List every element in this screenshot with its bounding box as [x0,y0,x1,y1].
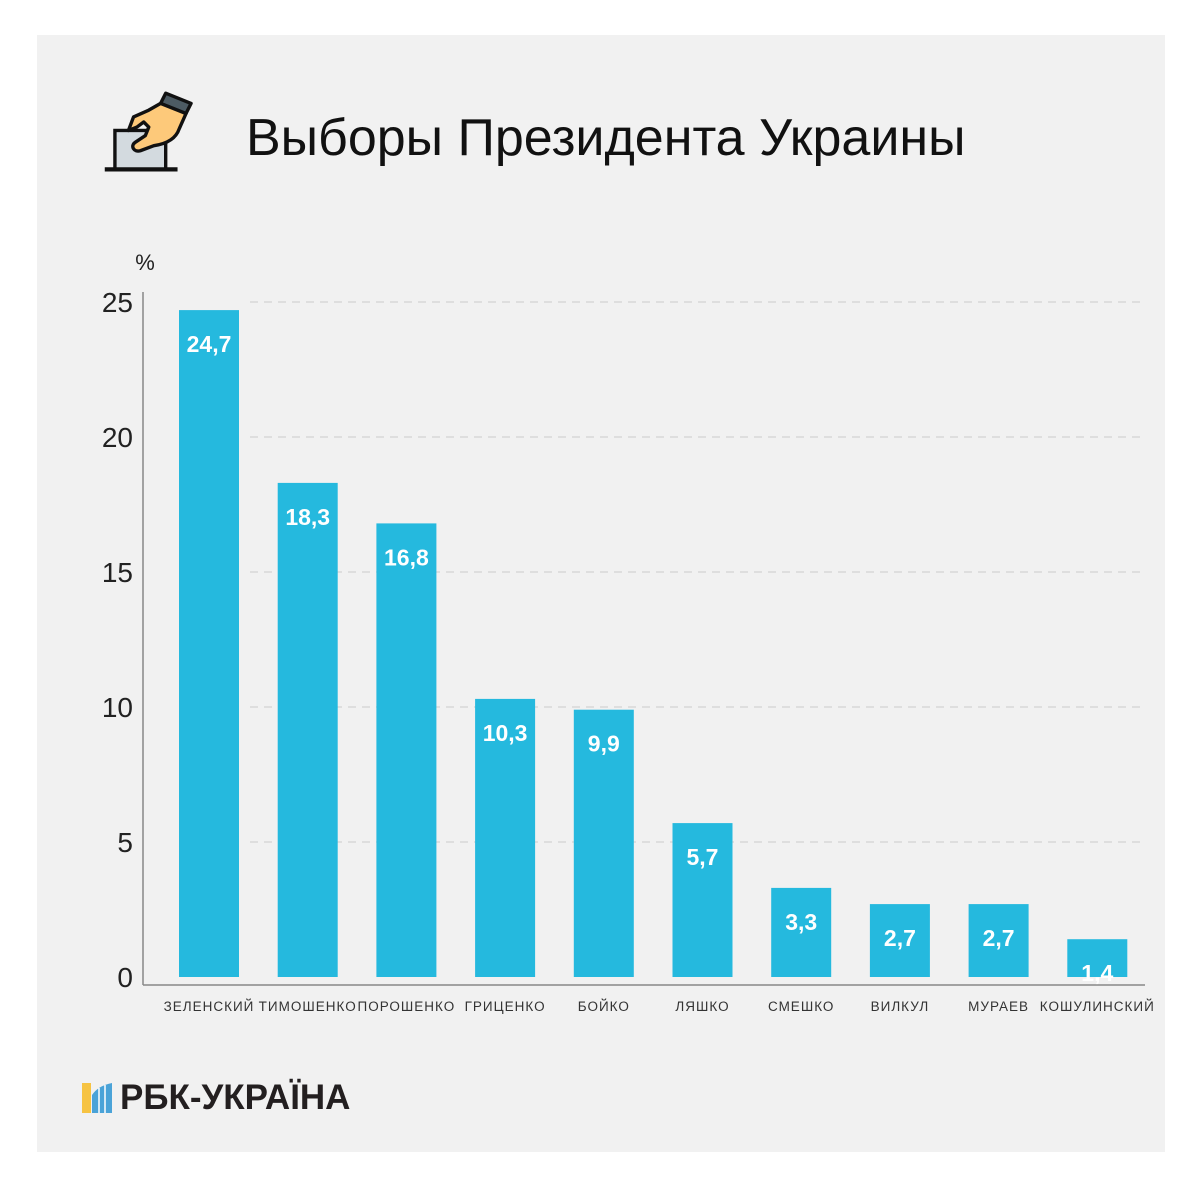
bar [869,904,930,977]
x-tick-label: ПОРОШЕНКО [358,999,456,1014]
y-tick-label: 0 [117,962,133,993]
rbc-ukraine-logo: РБК-УКРАЇНА [82,1078,350,1118]
bar [573,709,634,977]
y-tick-label: 20 [102,422,133,453]
data-label: 9,9 [588,731,620,757]
data-label: 2,7 [983,925,1015,951]
data-label: 1,4 [1081,960,1113,986]
x-tick-label: МУРАЕВ [968,999,1029,1014]
y-axis-unit-label: % [135,250,155,275]
ballot-box-hand-icon [98,78,208,193]
bar [672,823,733,977]
x-tick-label: СМЕШКО [768,999,834,1014]
y-tick-label: 5 [117,827,133,858]
data-label: 16,8 [384,544,429,570]
y-tick-label: 15 [102,557,133,588]
y-tick-label: 25 [102,287,133,318]
y-tick-label: 10 [102,692,133,723]
data-label: 2,7 [884,925,916,951]
x-tick-label: КОШУЛИНСКИЙ [1040,999,1155,1014]
chart-title: Выборы Президента Украины [246,109,966,167]
rbc-logo-mark-icon [82,1083,112,1113]
x-tick-label: БОЙКО [578,999,630,1014]
x-tick-label: ЗЕЛЕНСКИЙ [164,999,255,1014]
data-label: 3,3 [785,909,817,935]
data-label: 18,3 [285,504,330,530]
bar [1067,939,1128,977]
bar [771,887,832,977]
logo-text: РБК-УКРАЇНА [120,1078,351,1117]
bar [179,310,239,978]
bar [277,482,338,977]
bar [376,523,437,977]
x-tick-label: ГРИЦЕНКО [465,999,546,1014]
data-label: 5,7 [687,844,719,870]
x-tick-label: ТИМОШЕНКО [259,999,357,1014]
x-tick-label: ВИЛКУЛ [871,999,930,1014]
bar [968,904,1029,977]
bar [475,698,536,977]
x-tick-label: ЛЯШКО [675,999,729,1014]
data-label: 24,7 [187,331,232,357]
data-label: 10,3 [483,720,528,746]
